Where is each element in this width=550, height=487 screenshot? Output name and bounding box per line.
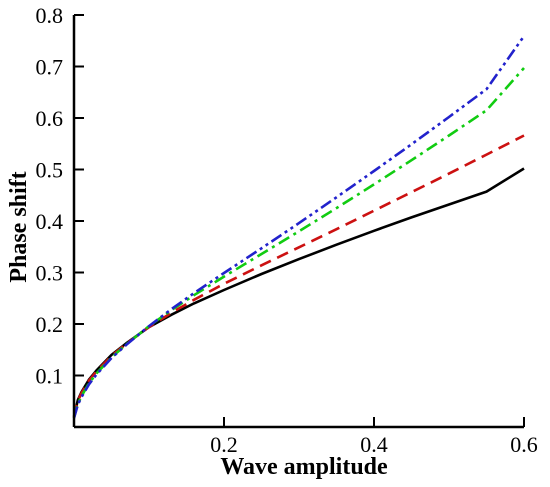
series-line-4: [72, 35, 526, 419]
series-line-2: [72, 134, 525, 418]
y-tick-label: 0.4: [36, 209, 64, 234]
x-axis-title: Wave amplitude: [220, 454, 388, 480]
series-layer: [72, 35, 526, 419]
x-tick-label: 0.2: [210, 432, 238, 457]
x-tick-label: 0.4: [360, 432, 388, 457]
x-tick-label: 0.6: [510, 432, 538, 457]
axes-layer: [72, 15, 524, 429]
y-tick-label: 0.8: [36, 3, 64, 28]
ticks-layer: 0.2 0.4 0.6 0.1 0.2 0.3 0.4 0.5 0.6 0.7 0.8: [36, 3, 538, 457]
series-line-1: [72, 167, 525, 417]
y-tick-label: 0.7: [36, 55, 64, 80]
series-line-3: [72, 67, 525, 419]
y-tick-label: 0.6: [36, 106, 64, 131]
y-axis-title: Phase shift: [6, 171, 32, 282]
y-tick-label: 0.3: [36, 261, 64, 286]
y-tick-label: 0.1: [36, 364, 64, 389]
y-tick-label: 0.5: [36, 158, 64, 183]
y-tick-label: 0.2: [36, 312, 64, 337]
